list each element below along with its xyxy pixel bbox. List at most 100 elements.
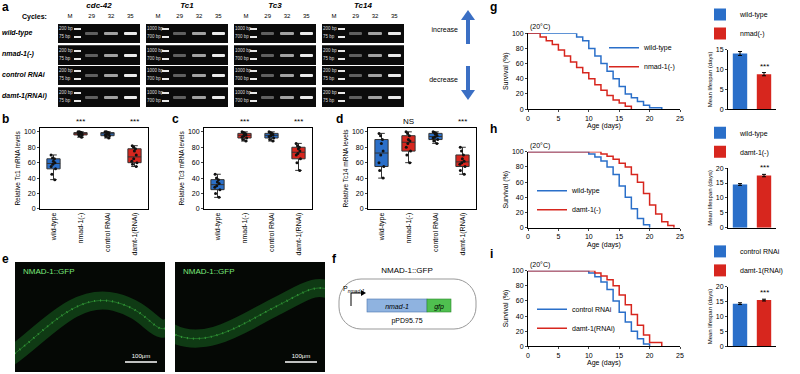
svg-text:***: *** — [130, 117, 139, 126]
svg-text:15: 15 — [615, 233, 623, 240]
svg-text:0: 0 — [526, 115, 530, 122]
svg-text:20: 20 — [646, 115, 654, 122]
svg-text:damt-1(RNAi): damt-1(RNAi) — [295, 213, 303, 256]
svg-text:Mean lifespan (days): Mean lifespan (days) — [707, 289, 713, 345]
svg-text:NS: NS — [403, 117, 414, 126]
svg-text:Age (days): Age (days) — [587, 359, 621, 367]
svg-text:20: 20 — [516, 90, 524, 97]
svg-text:20: 20 — [716, 165, 724, 172]
svg-text:5: 5 — [556, 352, 560, 359]
svg-text:80: 80 — [516, 163, 524, 170]
svg-text:damt-1(RNAi): damt-1(RNAi) — [459, 213, 467, 256]
svg-text:5: 5 — [720, 209, 724, 216]
svg-text:wild-type: wild-type — [214, 213, 222, 242]
svg-text:40: 40 — [356, 175, 364, 182]
svg-text:0: 0 — [720, 106, 724, 113]
svg-text:0: 0 — [520, 106, 524, 113]
svg-text:control RNAi: control RNAi — [740, 248, 780, 255]
svg-text:40: 40 — [516, 313, 524, 320]
svg-text:80: 80 — [516, 45, 524, 52]
svg-text:wild-type: wild-type — [643, 44, 672, 52]
svg-text:5: 5 — [720, 86, 724, 93]
svg-text:20: 20 — [28, 190, 36, 197]
svg-text:40: 40 — [192, 175, 200, 182]
svg-text:nmad-1(-): nmad-1(-) — [241, 213, 249, 244]
svg-text:nmad(-): nmad(-) — [740, 30, 765, 38]
svg-text:5: 5 — [556, 115, 560, 122]
svg-text:40: 40 — [516, 194, 524, 201]
svg-text:nmad-1(-): nmad-1(-) — [644, 63, 675, 71]
svg-text:100: 100 — [188, 128, 200, 135]
svg-text:damt-1(RNAi): damt-1(RNAi) — [572, 325, 615, 333]
svg-text:25: 25 — [676, 352, 684, 359]
svg-text:0: 0 — [720, 224, 724, 231]
svg-text:20: 20 — [646, 352, 654, 359]
svg-text:nmad-1(-): nmad-1(-) — [77, 213, 85, 244]
svg-text:15: 15 — [615, 352, 623, 359]
svg-text:wild-type: wild-type — [571, 187, 600, 195]
svg-text:10: 10 — [716, 66, 724, 73]
svg-text:60: 60 — [192, 159, 200, 166]
svg-text:NMAD-1::GFP: NMAD-1::GFP — [23, 267, 75, 276]
svg-text:(20°C): (20°C) — [530, 142, 550, 150]
svg-text:nmad-1(-): nmad-1(-) — [405, 213, 413, 244]
svg-text:25: 25 — [676, 115, 684, 122]
svg-text:Survival (%): Survival (%) — [502, 171, 510, 209]
svg-text:Relative Tc14 mRNA levels: Relative Tc14 mRNA levels — [342, 129, 349, 208]
svg-text:0: 0 — [520, 224, 524, 231]
svg-text:control RNAi: control RNAi — [268, 212, 275, 252]
svg-text:5: 5 — [556, 233, 560, 240]
svg-text:60: 60 — [356, 159, 364, 166]
svg-text:20: 20 — [516, 328, 524, 335]
svg-text:10: 10 — [585, 115, 593, 122]
svg-text:Pnmad-1: Pnmad-1 — [343, 285, 365, 294]
svg-text:20: 20 — [356, 190, 364, 197]
svg-text:80: 80 — [516, 282, 524, 289]
svg-text:60: 60 — [516, 60, 524, 67]
svg-text:40: 40 — [28, 175, 36, 182]
svg-text:control RNAi: control RNAi — [104, 212, 111, 252]
svg-text:wild-type: wild-type — [50, 213, 58, 242]
svg-text:Age (days): Age (days) — [587, 122, 621, 130]
svg-text:60: 60 — [516, 297, 524, 304]
svg-text:control RNAi: control RNAi — [432, 212, 439, 252]
svg-text:0: 0 — [526, 233, 530, 240]
svg-text:10: 10 — [585, 352, 593, 359]
svg-text:20: 20 — [192, 190, 200, 197]
svg-text:60: 60 — [516, 179, 524, 186]
svg-text:***: *** — [76, 117, 85, 126]
svg-text:damt-1(-): damt-1(-) — [740, 149, 769, 157]
svg-text:10: 10 — [716, 194, 724, 201]
svg-text:25: 25 — [676, 233, 684, 240]
svg-text:***: *** — [760, 288, 769, 297]
svg-text:NMAD-1::GFP: NMAD-1::GFP — [381, 266, 433, 275]
svg-text:100: 100 — [352, 128, 364, 135]
svg-text:Relative Tc1 mRNA levels: Relative Tc1 mRNA levels — [14, 131, 21, 206]
svg-text:15: 15 — [716, 46, 724, 53]
svg-text:damt-1(-): damt-1(-) — [572, 206, 601, 214]
svg-text:100μm: 100μm — [132, 353, 150, 359]
svg-text:20: 20 — [646, 233, 654, 240]
svg-text:10: 10 — [585, 233, 593, 240]
svg-text:Age (days): Age (days) — [587, 241, 621, 249]
svg-text:nmad-1: nmad-1 — [385, 303, 409, 310]
svg-text:wild-type: wild-type — [378, 213, 386, 242]
svg-text:80: 80 — [192, 144, 200, 151]
svg-text:Mean lifespan (days): Mean lifespan (days) — [707, 170, 713, 226]
svg-text:80: 80 — [356, 144, 364, 151]
svg-text:15: 15 — [716, 298, 724, 305]
svg-text:60: 60 — [28, 159, 36, 166]
svg-text:increase: increase — [432, 26, 459, 33]
svg-text:Survival (%): Survival (%) — [502, 52, 510, 90]
svg-text:gfp: gfp — [434, 303, 444, 311]
svg-text:0: 0 — [360, 205, 364, 212]
svg-text:0: 0 — [520, 343, 524, 350]
svg-text:(20°C): (20°C) — [530, 23, 550, 31]
svg-text:0: 0 — [196, 205, 200, 212]
svg-text:decrease: decrease — [429, 76, 458, 83]
svg-text:5: 5 — [720, 328, 724, 335]
svg-text:0: 0 — [32, 205, 36, 212]
svg-text:15: 15 — [716, 179, 724, 186]
svg-text:15: 15 — [615, 115, 623, 122]
svg-text:100μm: 100μm — [292, 353, 310, 359]
